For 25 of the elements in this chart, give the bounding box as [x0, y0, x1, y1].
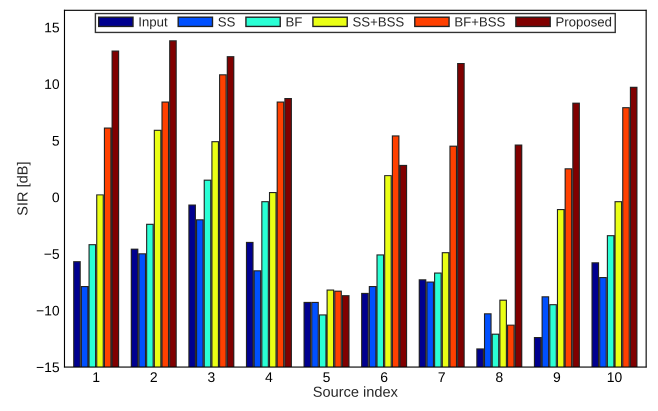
x-tick-label: 5 — [323, 372, 330, 382]
x-tick-label: 8 — [496, 372, 503, 382]
y-axis-title: SIR [dB] — [16, 162, 31, 216]
x-axis-title: Source index — [313, 386, 398, 397]
x-tick-label: 4 — [265, 372, 272, 382]
x-tick-label: 3 — [208, 372, 215, 382]
y-tick-label: 10 — [45, 79, 60, 90]
legend-label: SS — [218, 17, 235, 27]
x-tick-label: 10 — [608, 372, 622, 382]
y-tick-label: 15 — [45, 22, 60, 32]
y-tick-label: 5 — [52, 136, 60, 146]
y-tick-label: −10 — [36, 306, 60, 316]
legend-label: Input — [140, 17, 168, 30]
x-tick-label: 7 — [438, 372, 445, 382]
y-tick-label: −15 — [36, 362, 60, 372]
legend-label: BF+BSS — [455, 17, 505, 27]
legend-label: Proposed — [556, 16, 612, 30]
x-tick-label: 2 — [150, 372, 157, 382]
legend-label: BF — [286, 17, 302, 26]
x-tick-label: 9 — [554, 372, 560, 382]
y-tick-label: 0 — [52, 192, 60, 202]
x-tick-label: 1 — [93, 372, 100, 382]
y-tick-label: −5 — [44, 249, 60, 259]
x-tick-label: 6 — [380, 372, 388, 382]
legend-label: SS+BSS — [353, 17, 404, 27]
